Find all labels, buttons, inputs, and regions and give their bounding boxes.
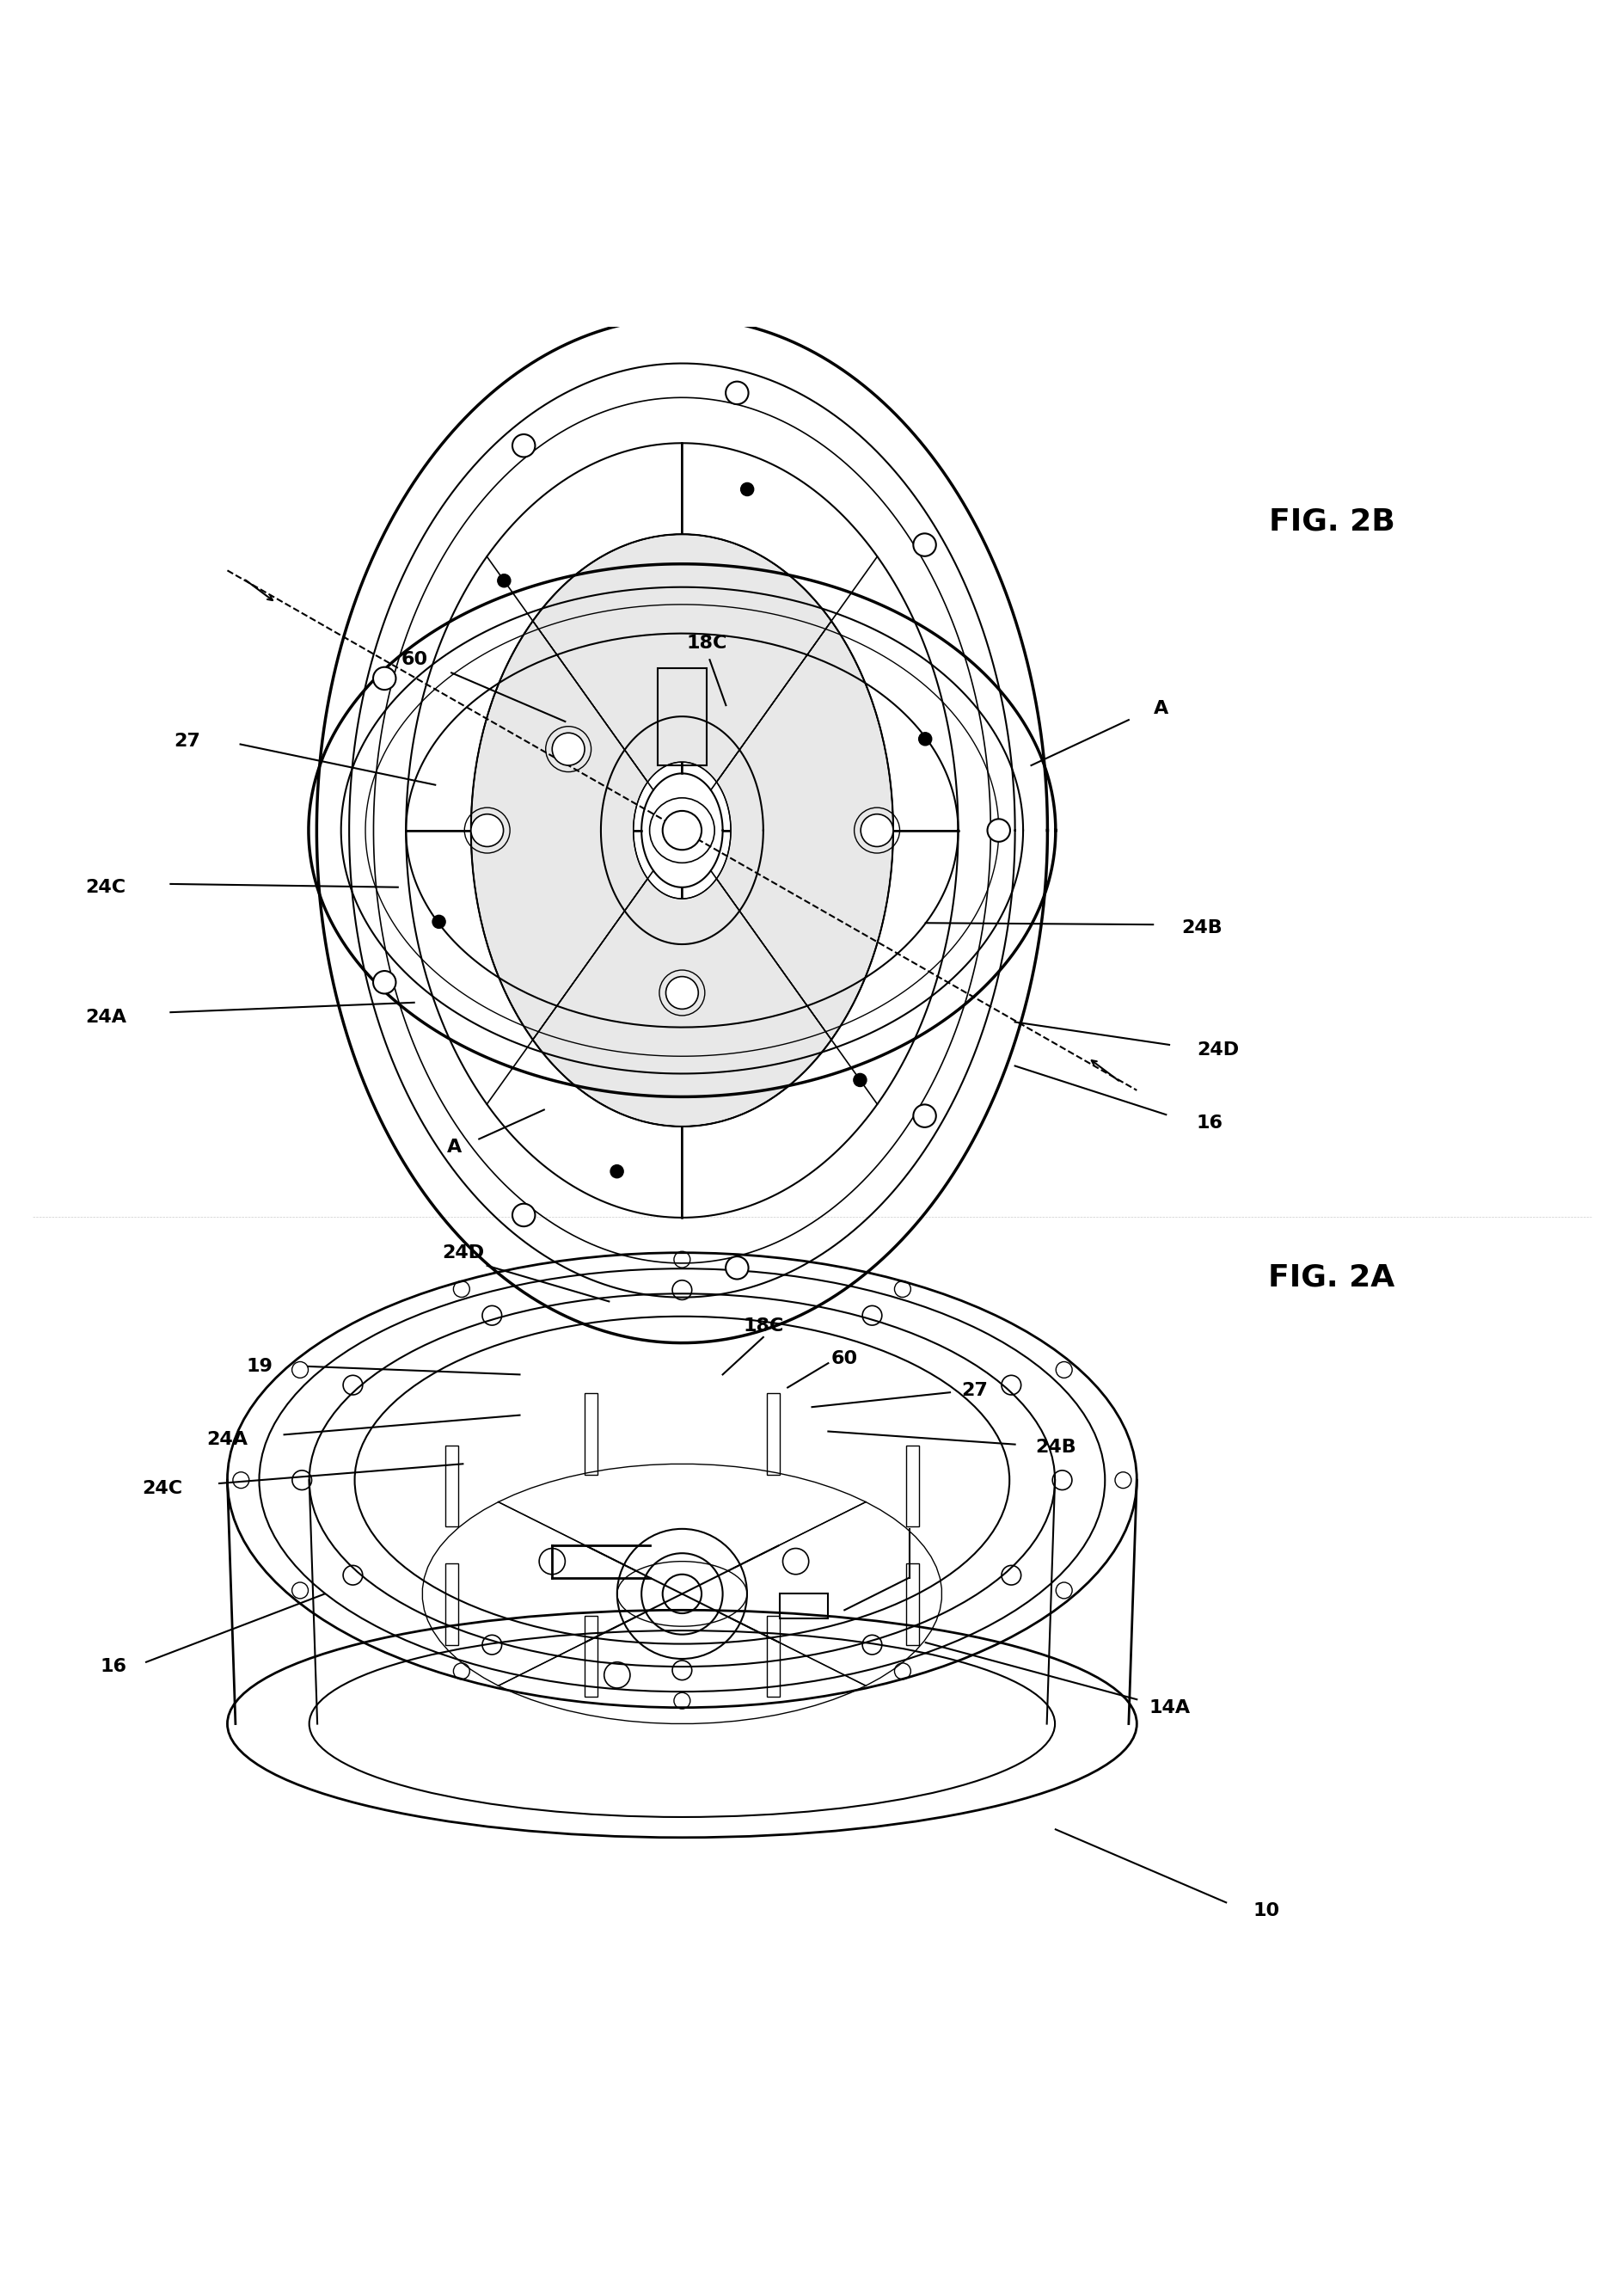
Text: FIG. 2A: FIG. 2A [1268,1262,1395,1292]
Text: 24A: 24A [84,1009,127,1025]
Circle shape [663,811,702,850]
Circle shape [741,483,754,497]
Bar [445,1563,458,1645]
Circle shape [861,813,893,847]
Bar [906,1444,919,1526]
Text: A: A [1153,699,1169,718]
Text: 24A: 24A [206,1431,248,1449]
Polygon shape [533,879,831,1125]
Bar [445,1444,458,1526]
Text: 24C: 24C [86,879,125,895]
Text: FIG. 2B: FIG. 2B [1268,508,1395,535]
Polygon shape [716,622,893,1039]
Circle shape [552,734,585,765]
Bar [585,1615,598,1697]
Text: 27: 27 [961,1383,987,1399]
Text: 18C: 18C [685,636,728,652]
Bar [767,1615,780,1697]
Circle shape [471,813,503,847]
Text: 60: 60 [401,652,427,667]
Text: 18C: 18C [742,1317,784,1335]
Circle shape [726,1257,749,1280]
Polygon shape [471,622,648,1039]
Circle shape [374,970,396,993]
Polygon shape [533,535,831,781]
Circle shape [512,1203,534,1226]
Text: 24B: 24B [1181,920,1223,936]
Text: 10: 10 [1254,1902,1280,1918]
Text: 14A: 14A [1148,1699,1190,1715]
Text: A: A [447,1139,463,1155]
Circle shape [913,1105,935,1128]
Text: 24B: 24B [1034,1440,1077,1456]
Text: 60: 60 [831,1349,857,1367]
Text: 24D: 24D [442,1244,484,1262]
Bar [780,1595,828,1617]
Bar [767,1394,780,1474]
Text: 24C: 24C [143,1481,182,1497]
Circle shape [432,916,445,927]
Text: 19: 19 [247,1358,273,1376]
Circle shape [666,977,698,1009]
Circle shape [726,380,749,403]
Text: 16: 16 [101,1658,127,1677]
Text: 16: 16 [1197,1114,1223,1132]
Circle shape [913,533,935,556]
Bar [906,1563,919,1645]
Circle shape [611,1164,624,1178]
Circle shape [854,1073,867,1087]
Bar [585,1394,598,1474]
Text: 24D: 24D [1197,1041,1239,1059]
Circle shape [513,435,536,458]
Circle shape [987,820,1010,843]
Circle shape [374,667,396,690]
Text: 27: 27 [174,734,200,749]
Circle shape [919,734,932,745]
Circle shape [497,574,510,588]
Bar [658,667,706,765]
